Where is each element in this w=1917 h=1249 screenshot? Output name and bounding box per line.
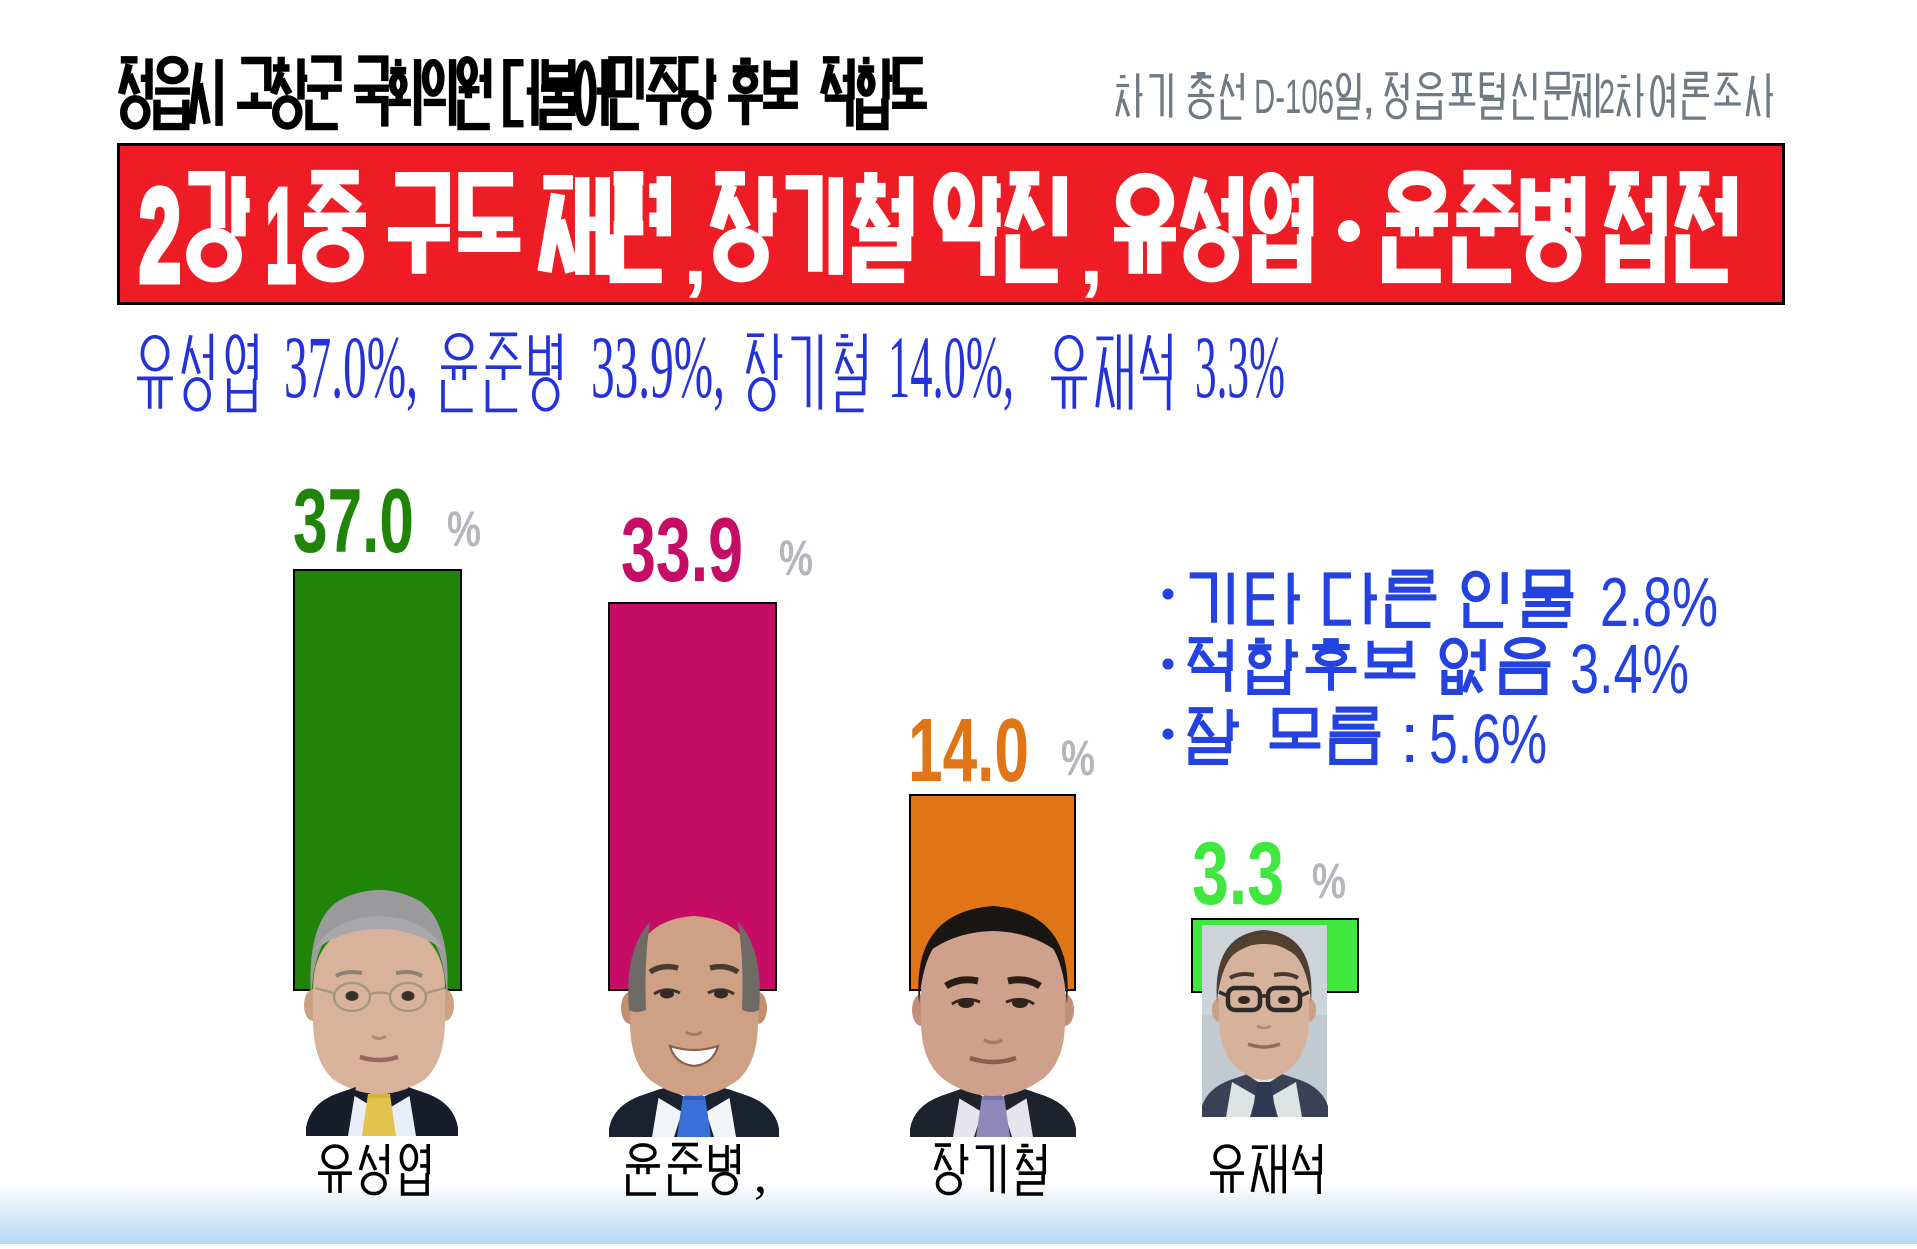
svg-text:2: 2: [139, 162, 181, 309]
svg-text:%: %: [447, 501, 481, 557]
svg-text:14.0: 14.0: [908, 701, 1029, 801]
svg-text:2.8%: 2.8%: [1600, 563, 1718, 641]
svg-text:,: ,: [1079, 204, 1103, 303]
svg-text:,: ,: [1362, 71, 1375, 124]
svg-text:,: ,: [754, 1147, 767, 1204]
svg-text:3.3%: 3.3%: [1195, 319, 1285, 417]
svg-text:5.6%: 5.6%: [1429, 700, 1547, 778]
svg-text:D-106: D-106: [1254, 71, 1334, 124]
svg-text:37.0: 37.0: [293, 471, 414, 572]
svg-text:14.0%,: 14.0%,: [888, 319, 1014, 417]
svg-text:%: %: [779, 530, 813, 586]
svg-text:37.0%,: 37.0%,: [284, 319, 418, 417]
svg-text:3.4%: 3.4%: [1570, 630, 1689, 708]
svg-text:2: 2: [1599, 71, 1615, 124]
svg-text:%: %: [1312, 853, 1346, 909]
svg-text:%: %: [1061, 730, 1095, 786]
svg-text:33.9: 33.9: [621, 500, 743, 601]
svg-text:1: 1: [266, 162, 296, 309]
svg-text:3.3: 3.3: [1192, 823, 1284, 923]
svg-text:,: ,: [683, 204, 707, 303]
svg-text::: :: [1400, 699, 1419, 777]
svg-text:33.9%,: 33.9%,: [591, 319, 725, 417]
